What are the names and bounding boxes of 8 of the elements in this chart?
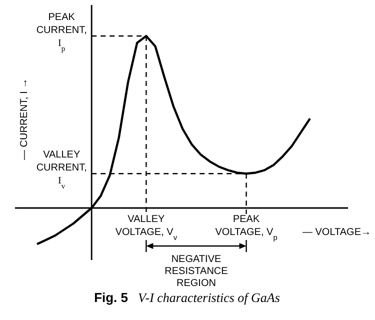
x-axis-title: — VOLTAGE→ <box>302 227 371 238</box>
text: Fig. 5 V-I characteristics of GaAs <box>94 290 280 305</box>
annotation: PEAK VOLTAGE, V$_{p}$ <box>215 214 278 242</box>
y-axis-title: — CURRENT, I → <box>19 78 30 160</box>
annotation: PEAK CURRENT, I$_{p}$ <box>36 12 87 52</box>
annotation: VALLEY VOLTAGE, V$_{v}$ <box>115 214 178 242</box>
annotation: VALLEY CURRENT, I$_{v}$ <box>36 150 87 190</box>
text: NEGATIVE RESISTANCE REGION <box>164 254 228 289</box>
